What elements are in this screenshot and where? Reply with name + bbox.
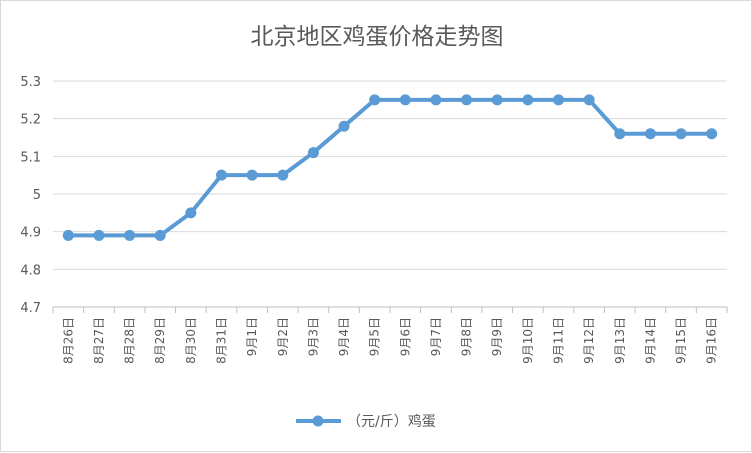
x-tick-label: 9月10日: [521, 317, 535, 364]
x-tick-label: 9月11日: [552, 317, 566, 364]
x-tick-label: 8月28日: [123, 317, 137, 364]
data-point: [553, 94, 564, 106]
x-tick-label: 9月9日: [490, 317, 504, 356]
x-tick-label: 9月13日: [613, 317, 627, 364]
data-point: [124, 229, 136, 241]
legend: （元/斤）鸡蛋: [296, 413, 436, 430]
data-point: [644, 128, 656, 140]
y-tick-label: 5.3: [20, 75, 41, 90]
x-tick-label: 9月2日: [276, 317, 290, 356]
data-point: [491, 94, 503, 106]
chart-title: 北京地区鸡蛋价格走势图: [251, 24, 504, 50]
data-point: [246, 169, 258, 181]
data-point: [216, 169, 227, 181]
y-tick-label: 5.2: [20, 113, 41, 128]
y-tick-label: 4.7: [20, 301, 41, 316]
x-tick-label: 9月6日: [398, 317, 412, 356]
x-tick-label: 9月5日: [368, 317, 382, 356]
data-point: [583, 94, 595, 106]
x-tick-label: 9月1日: [245, 317, 259, 356]
y-tick-label: 5: [33, 188, 41, 203]
x-tick-label: 9月12日: [582, 317, 596, 364]
data-point: [93, 229, 105, 241]
y-tick-label: 4.9: [20, 226, 41, 241]
x-tick-label: 8月27日: [92, 317, 106, 364]
x-tick-label: 9月16日: [705, 317, 719, 364]
data-point: [706, 128, 718, 140]
data-point: [62, 229, 74, 241]
data-point: [461, 94, 473, 106]
x-tick-label: 8月30日: [184, 317, 198, 364]
data-point: [185, 207, 197, 219]
x-tick-label: 8月26日: [61, 317, 75, 364]
data-point: [277, 169, 289, 181]
x-tick-label: 9月8日: [460, 317, 474, 356]
data-point: [522, 94, 534, 106]
data-point: [369, 94, 381, 106]
data-point: [430, 94, 442, 106]
legend-label: （元/斤）鸡蛋: [347, 413, 436, 430]
x-tick-label: 9月4日: [337, 317, 351, 356]
x-tick-label: 9月3日: [306, 317, 320, 356]
y-tick-label: 4.8: [20, 263, 41, 278]
data-point: [338, 120, 350, 132]
data-point: [307, 147, 319, 159]
data-point: [399, 94, 411, 106]
data-point: [675, 128, 687, 140]
x-tick-label: 9月14日: [643, 317, 657, 364]
data-point: [614, 128, 626, 140]
y-tick-label: 5.1: [20, 150, 41, 165]
legend-marker: [312, 415, 324, 427]
x-tick-label: 8月31日: [215, 317, 229, 364]
series-line: [66, 97, 714, 238]
data-point: [154, 229, 166, 241]
x-tick-label: 9月15日: [674, 317, 688, 364]
x-tick-label: 9月7日: [429, 317, 443, 356]
x-tick-label: 8月29日: [153, 317, 167, 364]
